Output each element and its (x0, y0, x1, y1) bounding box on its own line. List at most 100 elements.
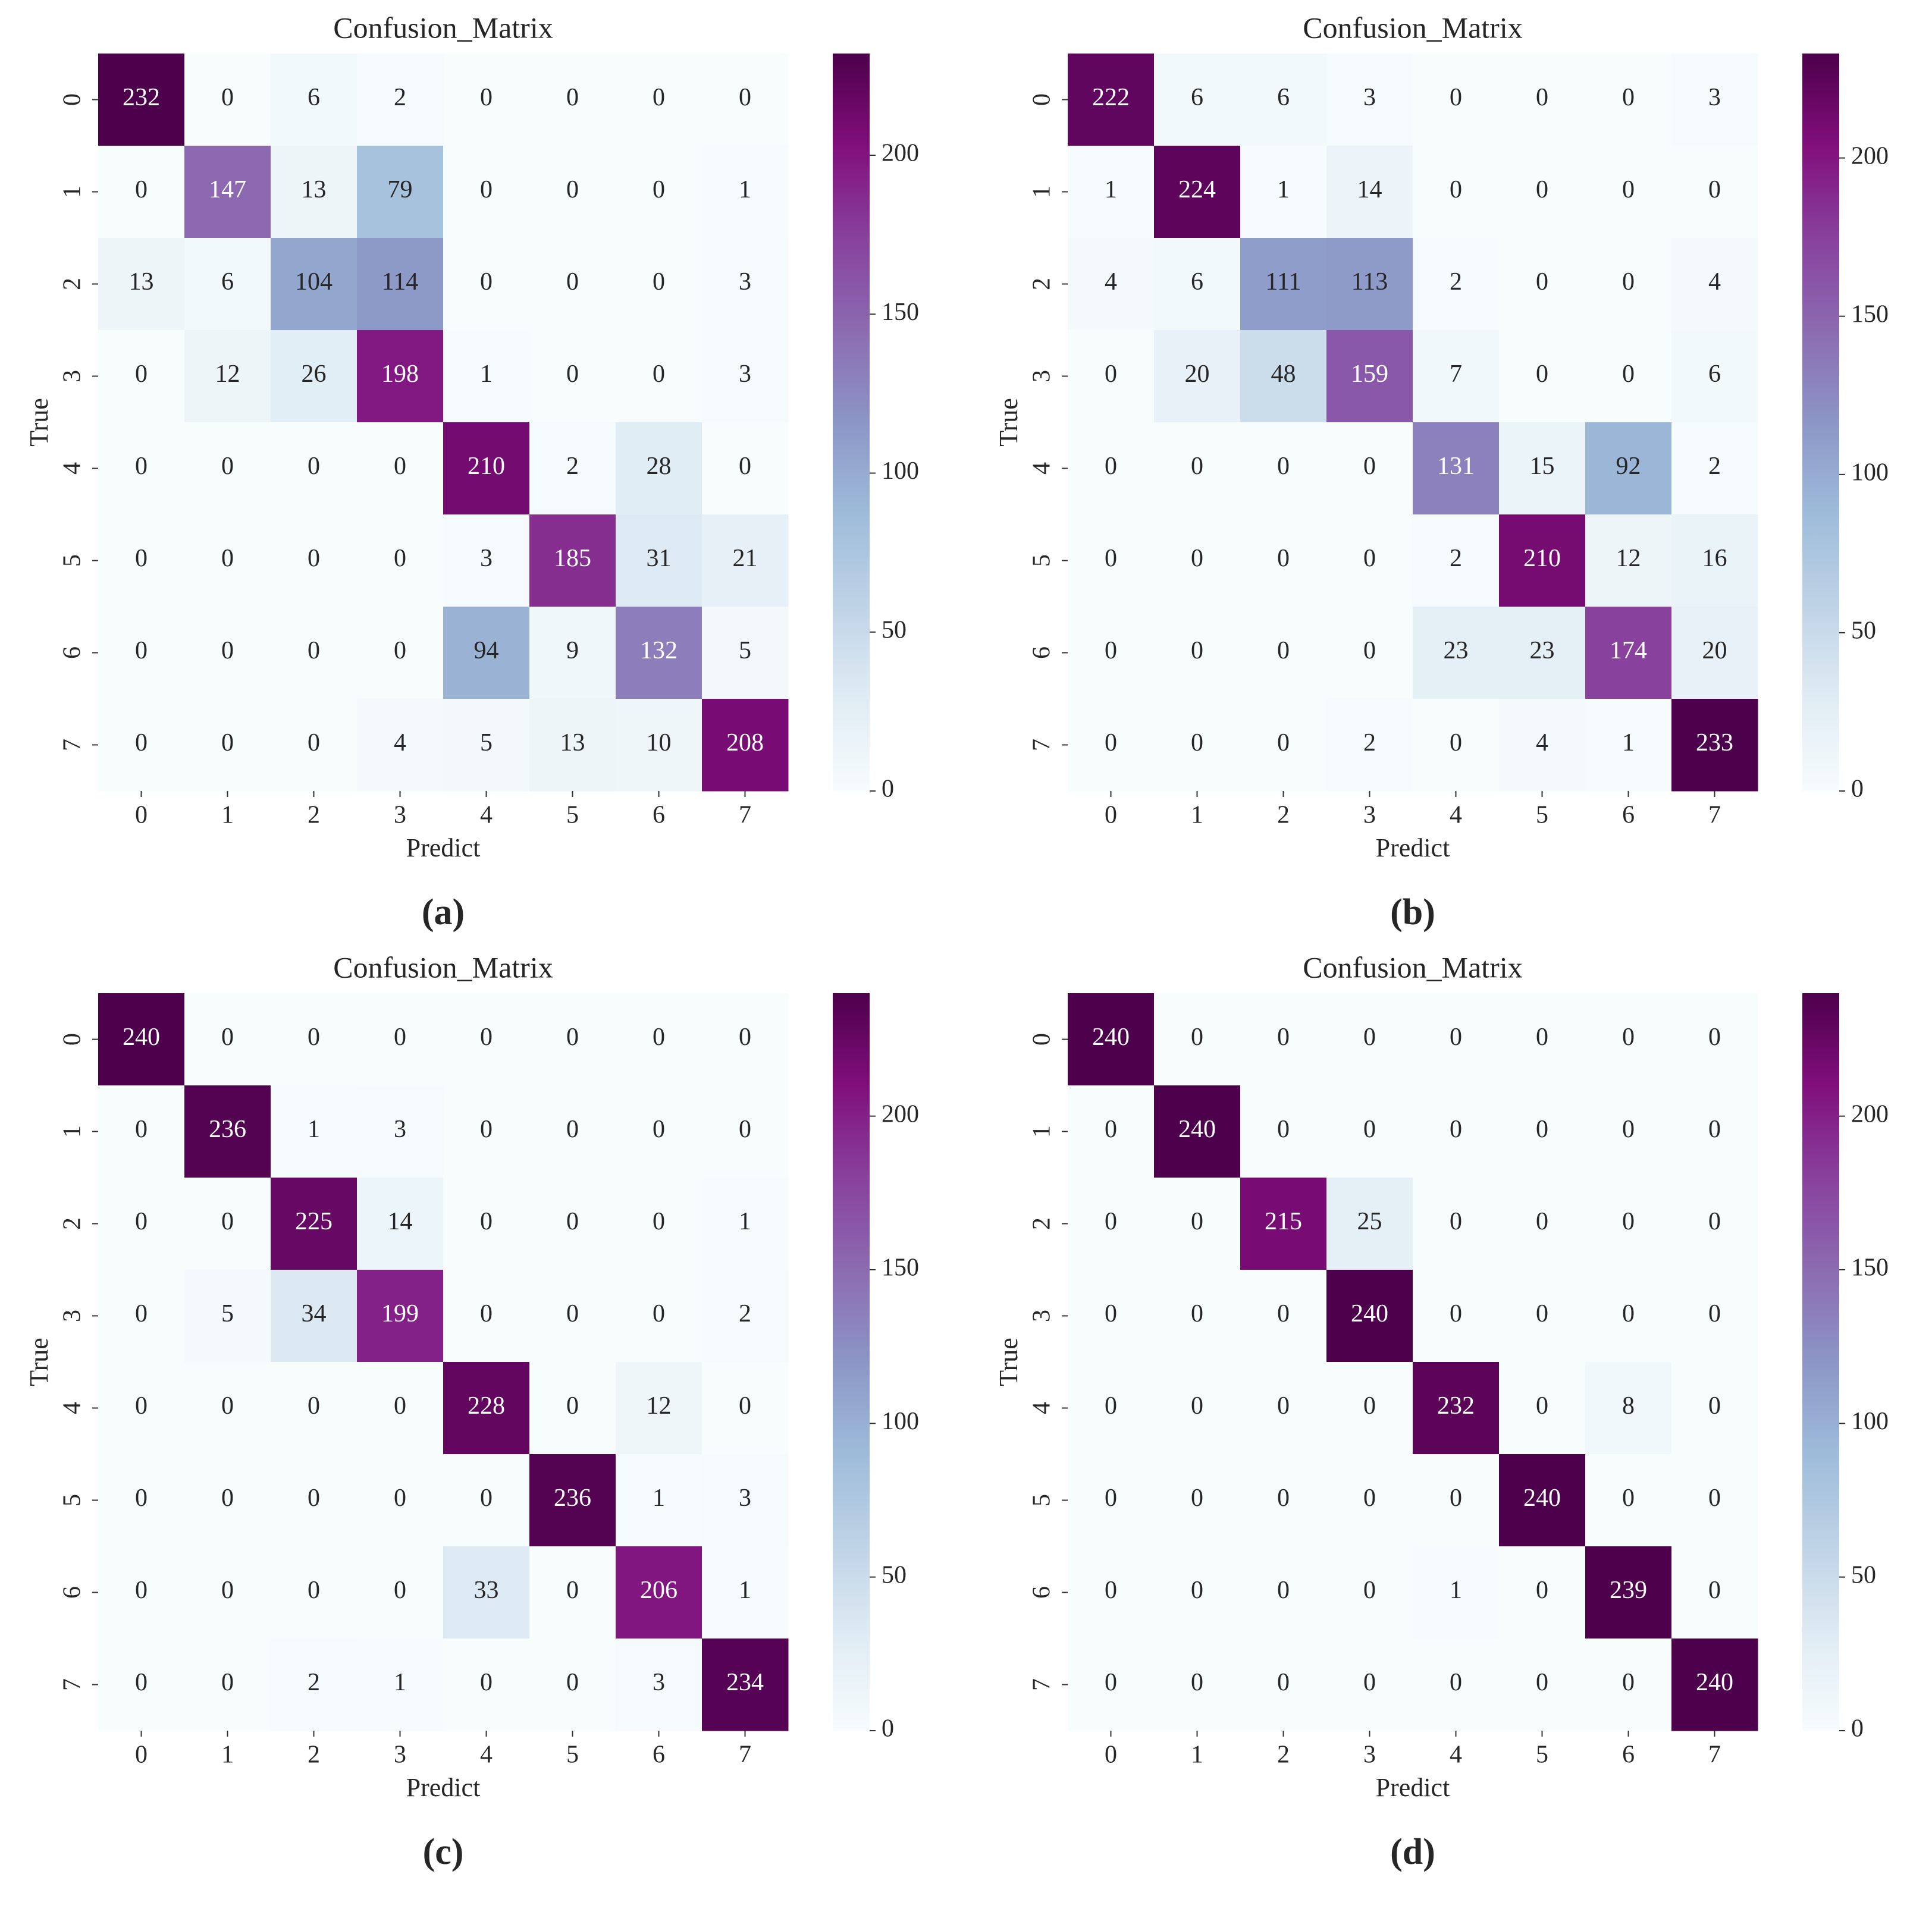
heatmap-cell (1413, 607, 1500, 699)
heatmap-cell (443, 607, 530, 699)
cell-label: 0 (653, 268, 665, 296)
cell-label: 0 (480, 268, 493, 296)
cell-label: 0 (739, 1392, 751, 1420)
heatmap-cell (529, 1085, 616, 1178)
heatmap-cell (357, 146, 444, 238)
heatmap-cell (616, 514, 702, 607)
heatmap-cell (1068, 514, 1155, 607)
heatmap-cell (443, 422, 530, 515)
heatmap-cell (1499, 422, 1586, 515)
cell-label: 8 (1622, 1392, 1635, 1420)
cell-label: 0 (394, 1392, 406, 1420)
heatmap-cell (357, 422, 444, 515)
cell-label: 0 (1363, 1484, 1376, 1512)
cell-label: 0 (1622, 360, 1635, 388)
heatmap-cell (357, 1178, 444, 1270)
heatmap-cell (529, 1270, 616, 1363)
cell-label: 0 (1191, 1392, 1203, 1420)
cell-label: 114 (382, 268, 418, 296)
cell-label: 0 (1191, 1669, 1203, 1696)
y-tick-label: 6 (1028, 646, 1056, 659)
heatmap-cell (98, 422, 185, 515)
heatmap-cell (1671, 699, 1758, 792)
cell-label: 0 (480, 1669, 493, 1696)
cell-label: 0 (653, 84, 665, 111)
heatmap-cell (443, 146, 530, 238)
heatmap-cell (1326, 238, 1413, 331)
cell-label: 23 (1530, 637, 1555, 664)
cell-label: 0 (135, 545, 148, 572)
heatmap-cell (1499, 1085, 1586, 1178)
heatmap-cell (1240, 993, 1327, 1086)
cell-label: 0 (1277, 545, 1290, 572)
heatmap-cell (1240, 699, 1327, 792)
cell-label: 206 (640, 1577, 678, 1604)
heatmap-cell (271, 1638, 357, 1731)
cell-label: 0 (480, 1484, 493, 1512)
heatmap-cell (1068, 238, 1155, 331)
cell-label: 0 (1191, 545, 1203, 572)
heatmap-cell (616, 1454, 702, 1547)
cell-label: 0 (739, 1024, 751, 1051)
cell-label: 1 (739, 1577, 751, 1604)
cell-label: 0 (1363, 1024, 1376, 1051)
cell-label: 0 (1277, 1484, 1290, 1512)
cell-label: 0 (1105, 545, 1117, 572)
cell-label: 2 (566, 453, 579, 480)
heatmap-cell (1068, 1270, 1155, 1363)
heatmap-cell (1671, 993, 1758, 1086)
heatmap-cell (702, 1178, 789, 1270)
y-tick-label: 0 (59, 1033, 86, 1046)
cell-label: 20 (1702, 637, 1727, 664)
heatmap-cell (1499, 1638, 1586, 1731)
heatmap-cell (1585, 422, 1672, 515)
heatmap-cell (1671, 1362, 1758, 1455)
cell-label: 147 (209, 176, 246, 203)
heatmap-cell (1154, 1454, 1241, 1547)
heatmap-cell (529, 1454, 616, 1547)
cell-label: 0 (480, 176, 493, 203)
heatmap-cell (1068, 146, 1155, 238)
heatmap-cell (1585, 238, 1672, 331)
x-tick-label: 4 (1450, 802, 1462, 829)
cell-label: 12 (1616, 545, 1641, 572)
heatmap-cell (1413, 146, 1500, 238)
heatmap-cell (98, 1638, 185, 1731)
heatmap-cell (529, 54, 616, 146)
colorbar-tick-label: 0 (882, 776, 894, 803)
heatmap-cell (1413, 699, 1500, 792)
heatmap-cell (443, 330, 530, 423)
heatmap-cell (357, 699, 444, 792)
y-tick-label: 0 (1028, 93, 1056, 106)
cell-label: 0 (1277, 1669, 1290, 1696)
cell-label: 4 (1708, 268, 1721, 296)
heatmap-cell (702, 699, 789, 792)
heatmap-cell (1413, 1546, 1500, 1639)
cell-label: 0 (221, 637, 234, 664)
cell-label: 5 (739, 637, 751, 664)
colorbar (1802, 54, 1839, 791)
heatmap-cell (184, 699, 271, 792)
cell-label: 0 (1105, 453, 1117, 480)
heatmap-cell (443, 1362, 530, 1455)
cell-label: 13 (560, 729, 585, 757)
colorbar-tick-label: 200 (882, 1100, 919, 1128)
cell-label: 0 (1536, 84, 1548, 111)
y-tick-label: 6 (59, 646, 86, 659)
cell-label: 0 (653, 1024, 665, 1051)
heatmap-cell (1671, 54, 1758, 146)
cell-label: 0 (1708, 1116, 1721, 1143)
cell-label: 1 (480, 360, 493, 388)
heatmap-cell (271, 1178, 357, 1270)
heatmap-cell (98, 1362, 185, 1455)
heatmap-cell (271, 993, 357, 1086)
heatmap-cell (271, 238, 357, 331)
cell-label: 0 (308, 637, 320, 664)
cell-label: 233 (1696, 729, 1733, 757)
heatmap-cell (1240, 238, 1327, 331)
cell-label: 0 (1105, 1577, 1117, 1604)
cell-label: 0 (566, 176, 579, 203)
colorbar-tick-label: 0 (1851, 1715, 1864, 1743)
heatmap-cell (1240, 514, 1327, 607)
heatmap-cell (271, 699, 357, 792)
